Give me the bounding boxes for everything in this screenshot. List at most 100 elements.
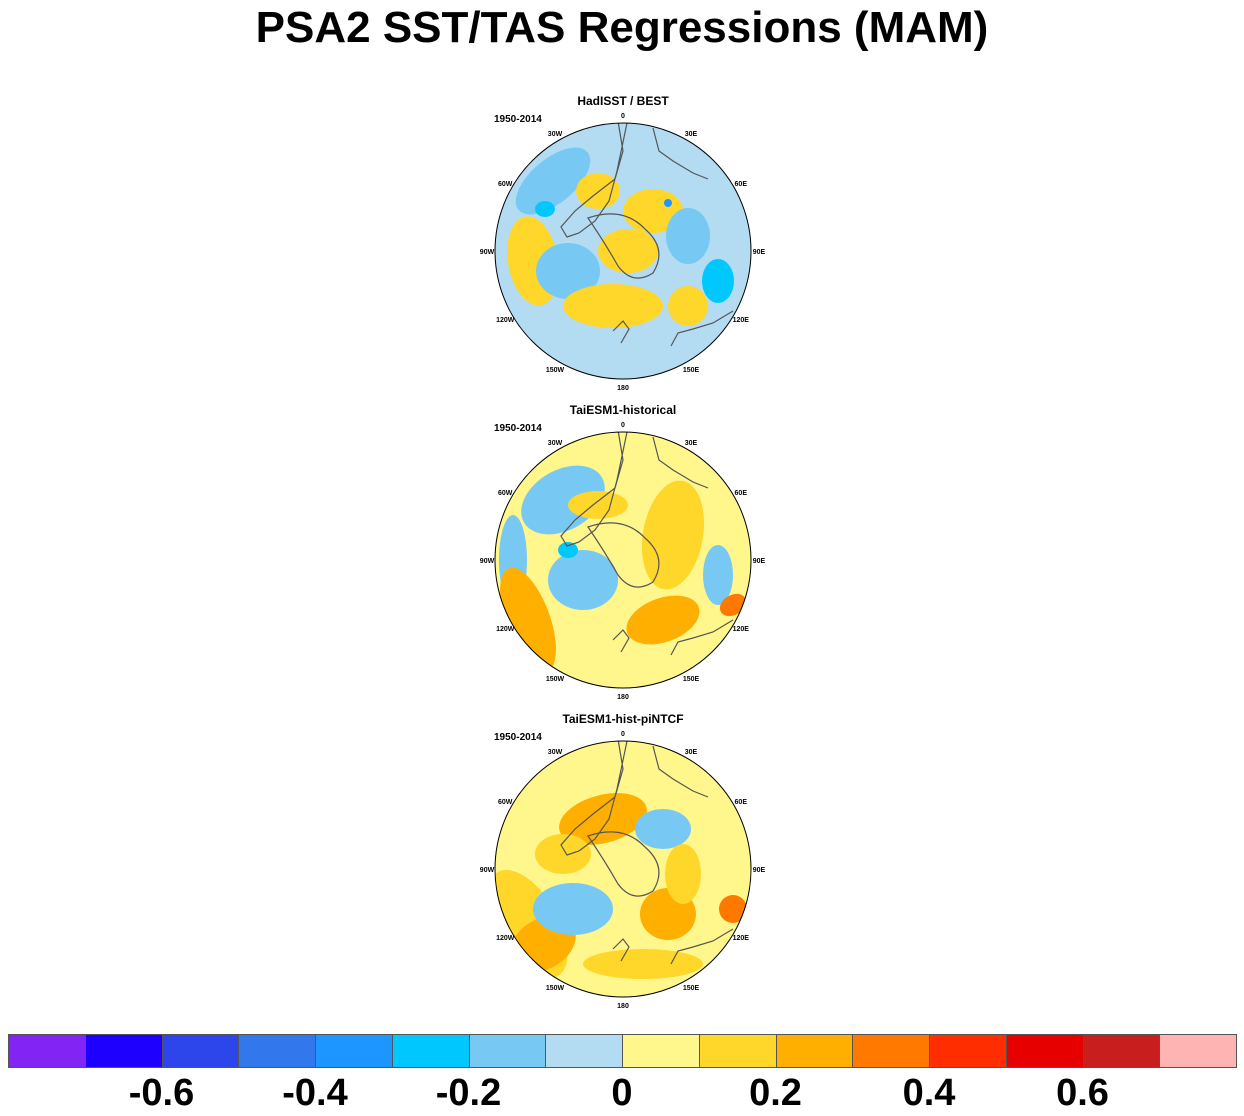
longitude-label: 150E (683, 985, 700, 992)
anomaly-region (533, 883, 613, 935)
longitude-label: 60W (498, 181, 513, 188)
anomaly-region (641, 480, 705, 590)
coastline (652, 745, 709, 798)
longitude-label: 120W (496, 935, 515, 942)
anomaly-region (665, 844, 701, 904)
map-panel-taiesm1-historical: TaiESM1-historical 1950-2014 0 30E 60E 90E 1… (470, 403, 776, 703)
colorbar (8, 1034, 1237, 1070)
colorbar-tick-label: 0.2 (749, 1072, 802, 1114)
polar-map: 0 30E 60E 90E 120E 150E 180 150W 120W 90W 60W 30W (480, 731, 766, 1010)
anomaly-region (563, 284, 663, 328)
coastline (587, 831, 660, 897)
coastline (560, 123, 628, 238)
anomaly-region (535, 201, 555, 217)
longitude-label: 150W (546, 367, 565, 374)
colorbar-tick-label: 0.6 (1056, 1072, 1109, 1114)
colorbar-box (698, 1034, 777, 1068)
longitude-label: 120W (496, 626, 515, 633)
polar-map: 0 30E 60E 90E 120E 150E 180 150W 120W 90W 60W 30W (480, 422, 766, 701)
colorbar-box (161, 1034, 240, 1068)
longitude-label: 30W (548, 440, 563, 447)
longitude-label: 90E (753, 867, 766, 874)
map-panel-hadisst: HadISST / BEST 1950-2014 0 30E 60E 90E 120E 1… (470, 94, 776, 394)
longitude-label: 90E (753, 558, 766, 565)
longitude-label: 30W (548, 131, 563, 138)
colorbar-box (775, 1034, 854, 1068)
colorbar-box (84, 1034, 163, 1068)
longitude-label: 60W (498, 490, 513, 497)
longitude-label: 30E (685, 749, 698, 756)
colorbar-box (315, 1034, 393, 1068)
anomaly-region (568, 491, 628, 519)
longitude-label: 90W (480, 867, 495, 874)
coastline (612, 629, 630, 653)
anomaly-region (664, 199, 672, 207)
anomaly-region (598, 229, 658, 273)
coastline (587, 522, 660, 588)
coastline (560, 741, 628, 856)
longitude-label: 0 (621, 422, 625, 429)
colorbar-box (1005, 1034, 1084, 1068)
panel-title: TaiESM1-historical (569, 403, 677, 417)
longitude-label: 0 (621, 731, 625, 738)
anomaly-field (495, 123, 751, 379)
panel-period: 1950-2014 (494, 423, 542, 434)
longitude-label: 150E (683, 676, 700, 683)
longitude-label: 60E (735, 490, 748, 497)
longitude-label: 60E (735, 181, 748, 188)
anomaly-field (495, 432, 751, 688)
panel-period: 1950-2014 (494, 114, 542, 125)
panel-title: HadISST / BEST (577, 94, 669, 108)
colorbar-box (238, 1034, 316, 1068)
anomaly-region (576, 173, 620, 209)
longitude-label: 30W (548, 749, 563, 756)
longitude-label: 150W (546, 985, 565, 992)
anomaly-region (626, 595, 700, 645)
anomaly-region (515, 147, 591, 215)
longitude-label: 0 (621, 113, 625, 120)
anomaly-region (558, 542, 578, 558)
map-boundary (494, 122, 752, 380)
map-panel-taiesm1-hist-pintcf: TaiESM1-hist-piNTCF 1950-2014 0 30E 60E 90E… (470, 712, 776, 1012)
anomaly-region (719, 895, 747, 923)
map-boundary (494, 431, 752, 689)
longitude-label: 120E (733, 935, 750, 942)
anomaly-region (548, 550, 618, 610)
colorbar-tick-label: -0.2 (435, 1072, 502, 1114)
anomaly-region (536, 243, 600, 299)
coastline (670, 619, 734, 656)
anomaly-field (495, 741, 751, 997)
figure-title: PSA2 SST/TAS Regressions (MAM) (255, 3, 989, 52)
anomaly-region (535, 834, 591, 874)
anomaly-region (668, 286, 708, 326)
anomaly-region (666, 208, 710, 264)
coastline (652, 127, 709, 180)
colorbar-box (468, 1034, 547, 1068)
colorbar-box (545, 1034, 623, 1068)
anomaly-region (703, 545, 733, 605)
longitude-label: 60W (498, 799, 513, 806)
anomaly-region (719, 593, 747, 617)
anomaly-region (635, 809, 691, 849)
coastline (587, 213, 660, 279)
longitude-label: 150E (683, 367, 700, 374)
longitude-label: 30E (685, 131, 698, 138)
coastline (670, 310, 734, 347)
colorbar-tick-label: -0.6 (128, 1072, 195, 1114)
colorbar-tick-label: 0.4 (902, 1072, 956, 1114)
colorbar-tick-label: -0.4 (282, 1072, 348, 1114)
colorbar-box (1082, 1034, 1161, 1068)
colorbar-box (8, 1034, 86, 1068)
coastline (652, 436, 709, 489)
colorbar-box (391, 1034, 470, 1068)
longitude-label: 120E (733, 626, 750, 633)
longitude-label: 150W (546, 676, 565, 683)
colorbar-box (622, 1034, 700, 1068)
colorbar-box (1159, 1034, 1237, 1068)
colorbar-box (929, 1034, 1007, 1068)
colorbar-tick-label: 0 (611, 1072, 633, 1114)
coastline (612, 938, 630, 962)
polar-map: 0 30E 60E 90E 120E 150E 180 150W 120W 90W 60W 30W (480, 113, 766, 392)
colorbar-box (852, 1034, 930, 1068)
longitude-label: 60E (735, 799, 748, 806)
